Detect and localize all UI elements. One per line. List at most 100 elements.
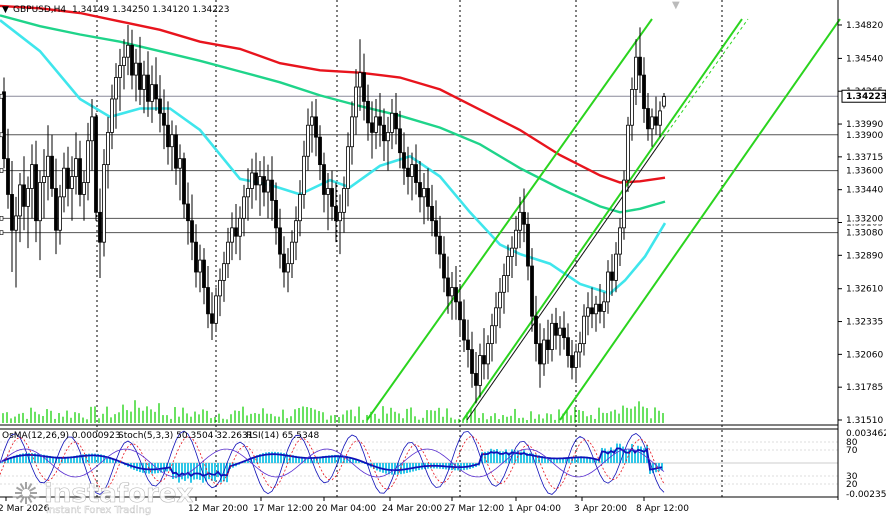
- candle-body: [654, 116, 658, 126]
- candle-body: [66, 167, 70, 189]
- candle-body: [278, 227, 282, 255]
- candle-body: [606, 271, 610, 303]
- logo-ray: [15, 486, 24, 492]
- candle-body: [70, 176, 74, 189]
- candle-body: [22, 184, 26, 207]
- candle-body: [438, 235, 442, 255]
- moving-average-cyan: [0, 19, 667, 295]
- channel-midline-extension: [663, 18, 749, 138]
- level-marker: [0, 132, 4, 138]
- candle-body: [222, 263, 226, 281]
- candle-body: [622, 179, 626, 229]
- rsi-line: [0, 448, 665, 478]
- candle-body: [274, 200, 278, 229]
- candle-body: [658, 110, 662, 126]
- channel-line: [366, 18, 653, 421]
- candle-body: [450, 287, 454, 297]
- candle-body: [534, 315, 538, 345]
- time-tick-label: 1 Apr 04:00: [508, 504, 561, 514]
- candle-body: [50, 155, 54, 189]
- candle-body: [386, 131, 390, 142]
- candle-body: [638, 56, 642, 76]
- candle-body: [338, 211, 342, 222]
- time-tick-label: 27 Mar 12:00: [444, 504, 504, 514]
- candle-body: [390, 112, 394, 133]
- price-tick-label: 1.32060: [846, 350, 883, 360]
- candle-body: [82, 182, 86, 195]
- candle-body: [38, 182, 42, 222]
- instaforex-logo: instaforex Instant Forex Trading: [12, 479, 194, 516]
- price-tick-label: 1.32610: [846, 285, 883, 295]
- candle-body: [526, 223, 530, 267]
- channel-midline: [466, 136, 665, 421]
- candle-body: [258, 176, 262, 186]
- rsi-label: RSI(14) 65.5348: [246, 431, 319, 441]
- price-tick-label: 1.31785: [846, 383, 883, 393]
- price-tick-label: 1.34820: [846, 21, 883, 31]
- watermark-brand: instaforex: [44, 479, 194, 509]
- candle-body: [546, 339, 550, 350]
- time-tick-label: 20 Mar 04:00: [316, 504, 376, 514]
- logo-sun-icon: [15, 482, 37, 504]
- logo-ray: [19, 495, 25, 504]
- symbol-dropdown-icon[interactable]: ▼: [2, 5, 9, 15]
- price-tick-label: 1.31510: [846, 416, 883, 426]
- candle-body: [418, 182, 422, 198]
- candle-body: [498, 291, 502, 309]
- indicator-tick-label: 70: [846, 446, 858, 456]
- candle-body: [354, 86, 358, 118]
- scroll-marker-icon: ▼: [672, 0, 680, 11]
- candle-body: [366, 100, 370, 124]
- candle-body: [378, 116, 382, 126]
- candle-body: [146, 74, 150, 102]
- logo-ray: [15, 494, 24, 500]
- candle-body: [150, 84, 154, 102]
- candle-body: [178, 158, 182, 169]
- candle-body: [90, 116, 94, 142]
- candle-body: [470, 349, 474, 374]
- level-label: 1.33200: [846, 214, 883, 224]
- candle-body: [530, 265, 534, 317]
- indicator-tick-label: 30: [846, 472, 858, 482]
- candle-body: [522, 211, 526, 225]
- candle-body: [422, 188, 426, 198]
- candle-body: [2, 91, 6, 160]
- level-label-box: [842, 226, 886, 239]
- candle-body: [586, 307, 590, 317]
- candle-body: [558, 327, 562, 336]
- candle-body: [126, 44, 130, 58]
- candle-body: [302, 155, 306, 195]
- candle-body: [190, 220, 194, 243]
- candle-body: [490, 325, 494, 345]
- channel-line: [462, 18, 743, 421]
- candle-body: [506, 256, 510, 276]
- candle-body: [318, 136, 322, 166]
- candle-body: [94, 116, 98, 213]
- level-marker: [0, 168, 4, 173]
- candle-body: [642, 74, 646, 109]
- candle-body: [374, 116, 378, 133]
- candles: [2, 24, 666, 404]
- candle-body: [466, 339, 470, 350]
- logo-ray: [28, 486, 37, 492]
- candle-body: [614, 253, 618, 281]
- candle-body: [238, 217, 242, 237]
- stoch-main-line: [0, 430, 665, 495]
- candle-body: [370, 122, 374, 133]
- candle-body: [610, 271, 614, 281]
- time-tick-label: 3 Apr 20:00: [574, 504, 627, 514]
- candle-body: [578, 343, 582, 353]
- candle-body: [358, 72, 362, 88]
- candle-body: [454, 287, 458, 303]
- candle-body: [502, 275, 506, 293]
- candle-body: [542, 339, 546, 365]
- ohlc-values: 1.34149 1.34250 1.34120 1.34223: [72, 5, 229, 15]
- candle-body: [182, 158, 186, 205]
- candle-body: [282, 253, 286, 273]
- level-label: 1.33600: [846, 167, 883, 177]
- price-tick-label: 1.33440: [846, 186, 883, 196]
- indicator-panel: [0, 430, 838, 495]
- level-label: 1.33080: [846, 229, 883, 239]
- candle-body: [210, 313, 214, 324]
